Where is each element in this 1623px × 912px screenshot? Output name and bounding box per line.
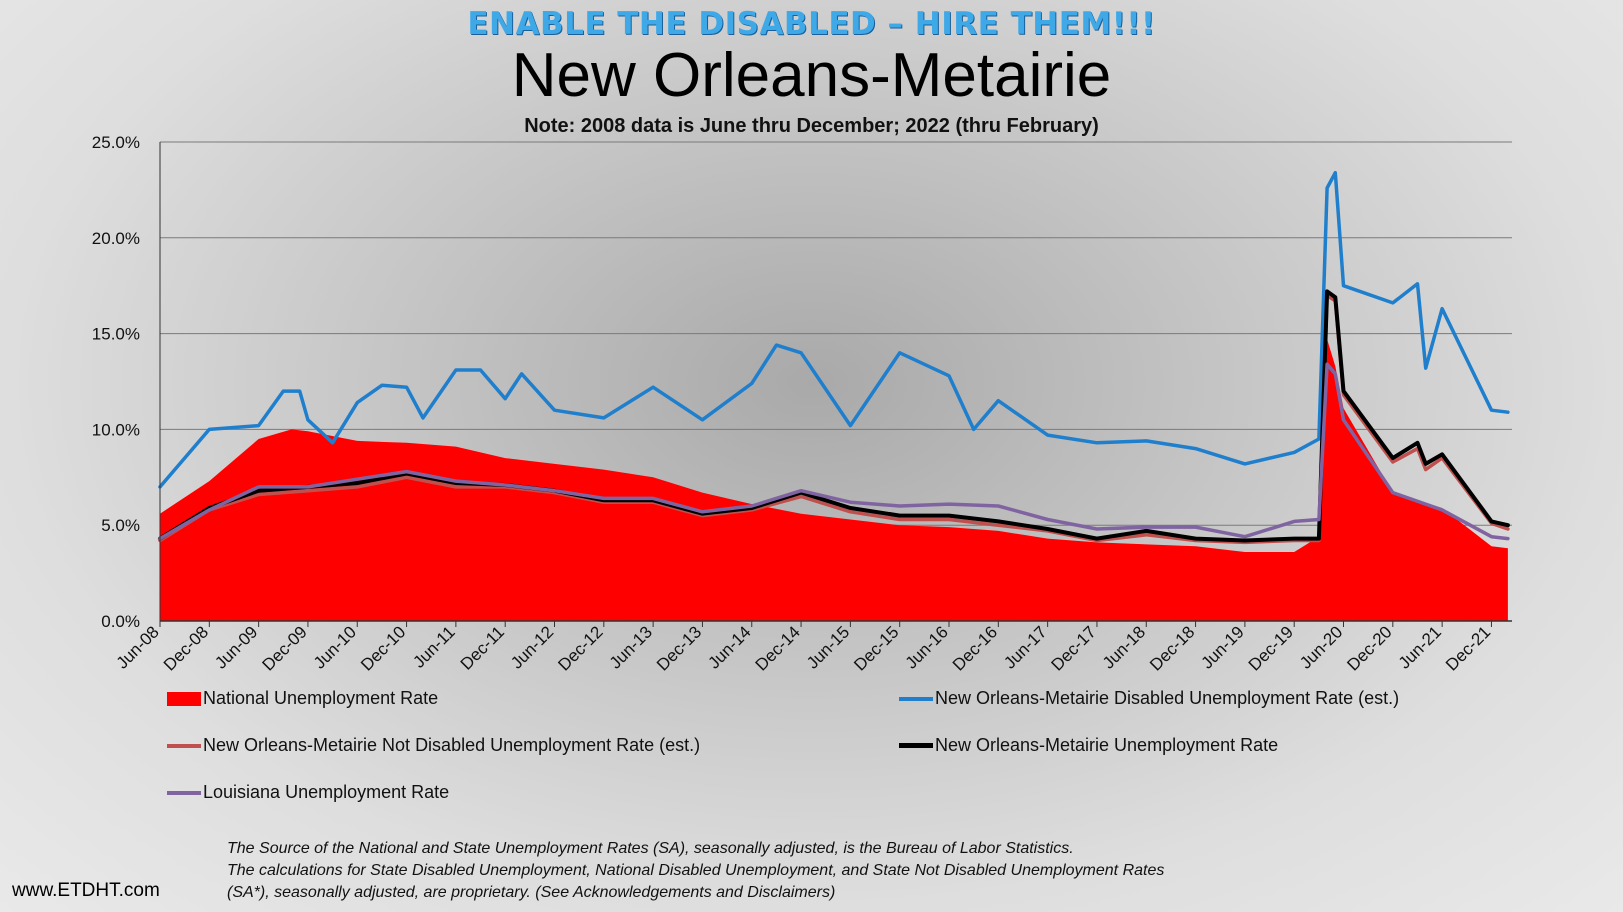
area-series: [160, 339, 1508, 621]
chart-note: Note: 2008 data is June thru December; 2…: [524, 115, 1099, 137]
x-tick-label: Jun-18: [1099, 622, 1149, 672]
legend-label-national: National Unemployment Rate: [203, 688, 439, 708]
series-line-2: [158, 293, 1510, 545]
chart-title: New Orleans-Metairie: [511, 41, 1112, 110]
y-tick-label: 5.0%: [101, 516, 140, 535]
x-tick-label: Dec-16: [949, 622, 1001, 674]
source-line-3: (SA*), seasonally adjusted, are propriet…: [227, 884, 836, 901]
y-tick-label: 25.0%: [92, 133, 140, 152]
banner-slogan: ENABLE THE DISABLED – HIRE THEM!!!: [467, 6, 1156, 42]
x-tick-label: Dec-10: [357, 622, 409, 674]
x-tick-label: Dec-13: [653, 622, 705, 674]
legend-swatch-not-disabled: [167, 743, 201, 748]
x-tick-label: Dec-08: [160, 622, 212, 674]
y-tick-label: 15.0%: [92, 325, 140, 344]
series-area-national: [160, 339, 1508, 621]
series-line-1: [158, 170, 1510, 489]
x-tick-label: Dec-18: [1146, 622, 1198, 674]
x-tick-label: Dec-20: [1343, 622, 1395, 674]
source-note: The Source of the National and State Une…: [227, 838, 1227, 904]
legend-entry-not-disabled: New Orleans-Metairie Not Disabled Unempl…: [167, 735, 700, 756]
line-series: [158, 170, 1510, 545]
y-tick-label: 20.0%: [92, 229, 140, 248]
x-tick-label: Jun-13: [606, 622, 656, 672]
x-tick-label: Dec-17: [1048, 622, 1100, 674]
x-tick-label: Jun-21: [1395, 622, 1445, 672]
legend-label-metro: New Orleans-Metairie Unemployment Rate: [935, 735, 1279, 755]
x-tick-label: Jun-09: [211, 622, 261, 672]
legend-swatch-louisiana: [167, 790, 201, 795]
x-tick-label: Dec-11: [457, 622, 508, 673]
y-tick-label: 10.0%: [92, 420, 140, 439]
x-tick-label: Dec-19: [1245, 622, 1297, 674]
legend-entry-national: National Unemployment Rate: [167, 688, 438, 709]
x-tick-label: Dec-09: [259, 622, 311, 674]
legend-entry-metro: New Orleans-Metairie Unemployment Rate: [899, 735, 1278, 756]
legend-swatch-national: [167, 691, 201, 706]
legend-label-disabled: New Orleans-Metairie Disabled Unemployme…: [935, 688, 1400, 708]
website-url: www.ETDHT.com: [12, 880, 160, 901]
x-tick-label: Jun-17: [1000, 622, 1050, 672]
legend-swatch-disabled: [899, 696, 933, 701]
legend-entry-disabled: New Orleans-Metairie Disabled Unemployme…: [899, 688, 1399, 709]
y-tick-label: 0.0%: [101, 612, 140, 631]
legend-entry-louisiana: Louisiana Unemployment Rate: [167, 782, 449, 803]
source-line-2: The calculations for State Disabled Unem…: [227, 862, 1165, 879]
x-tick-label: Jun-11: [409, 622, 458, 671]
unemployment-chart: 0.0%5.0%10.0%15.0%20.0%25.0%Jun-08Dec-08…: [92, 133, 1512, 675]
legend-swatch-metro: [899, 743, 933, 748]
x-tick-label: Jun-19: [1198, 622, 1248, 672]
source-line-1: The Source of the National and State Une…: [227, 840, 1074, 857]
x-tick-label: Jun-15: [803, 622, 853, 672]
x-tick-label: Jun-16: [902, 622, 952, 672]
series-line-4: [158, 362, 1510, 541]
x-tick-label: Jun-20: [1296, 622, 1346, 672]
legend-label-louisiana: Louisiana Unemployment Rate: [203, 782, 450, 802]
x-tick-label: Dec-15: [850, 622, 902, 674]
x-tick-label: Dec-21: [1442, 622, 1494, 674]
legend-label-not-disabled: New Orleans-Metairie Not Disabled Unempl…: [203, 735, 701, 755]
x-tick-label: Dec-12: [554, 622, 606, 674]
x-tick-label: Jun-14: [704, 622, 754, 672]
x-tick-label: Jun-10: [310, 622, 360, 672]
x-tick-label: Dec-14: [752, 622, 804, 674]
x-tick-label: Jun-12: [507, 622, 557, 672]
series-line-3: [158, 289, 1510, 543]
